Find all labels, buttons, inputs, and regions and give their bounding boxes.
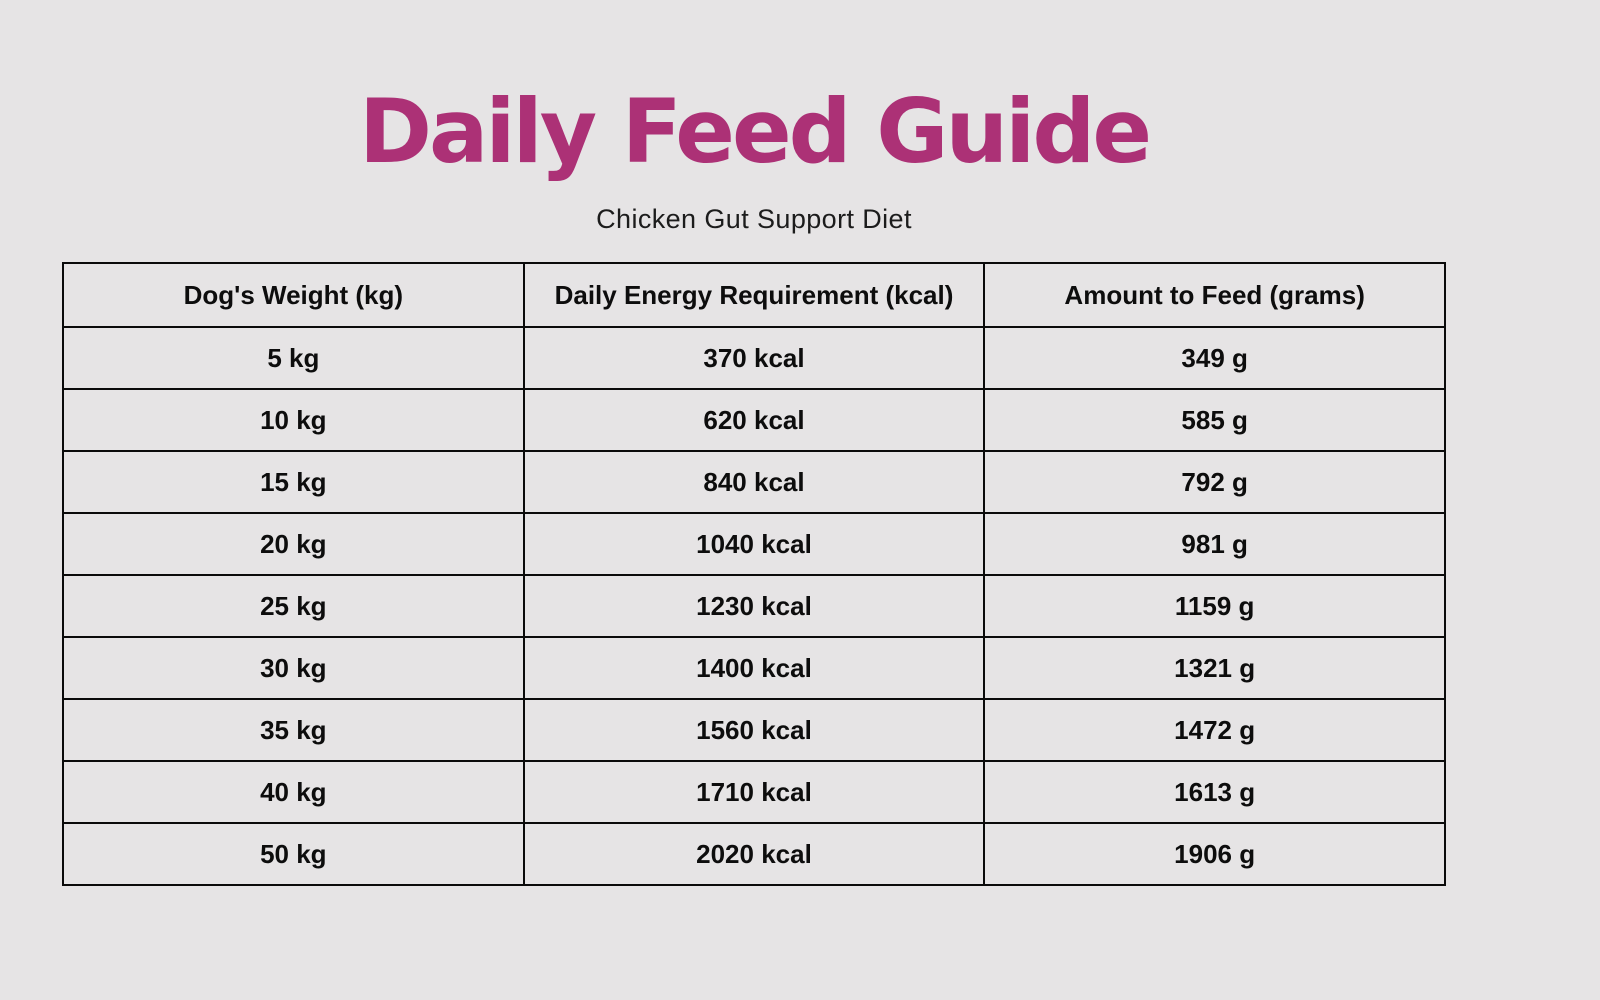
table-cell: 15 kg	[62, 450, 525, 515]
table-cell: 1906 g	[983, 822, 1446, 887]
table-cell: 620 kcal	[522, 388, 986, 453]
table-cell: 1472 g	[983, 698, 1446, 763]
table-row: 20 kg 1040 kcal 981 g	[62, 512, 1446, 577]
table-row: 50 kg 2020 kcal 1906 g	[62, 822, 1446, 887]
table-cell: 1613 g	[983, 760, 1446, 825]
table-row: 15 kg 840 kcal 792 g	[62, 450, 1446, 515]
header-row: Dog's Weight (kg) Daily Energy Requiremen…	[62, 262, 1446, 329]
table-cell: 1560 kcal	[522, 698, 986, 763]
table-row: 35 kg 1560 kcal 1472 g	[62, 698, 1446, 763]
table-cell: 40 kg	[62, 760, 525, 825]
table-row: 5 kg 370 kcal 349 g	[62, 326, 1446, 391]
table-cell: 585 g	[983, 388, 1446, 453]
table-row: 10 kg 620 kcal 585 g	[62, 388, 1446, 453]
table-cell: 1321 g	[983, 636, 1446, 701]
column-header: Daily Energy Requirement (kcal)	[522, 262, 986, 329]
table-cell: 20 kg	[62, 512, 525, 577]
table-row: 25 kg 1230 kcal 1159 g	[62, 574, 1446, 639]
feed-table-head: Dog's Weight (kg) Daily Energy Requiremen…	[62, 262, 1446, 329]
table-cell: 349 g	[983, 326, 1446, 391]
table-cell: 370 kcal	[522, 326, 986, 391]
table-cell: 25 kg	[62, 574, 525, 639]
table-cell: 1159 g	[983, 574, 1446, 639]
column-header: Dog's Weight (kg)	[62, 262, 525, 329]
table-cell: 2020 kcal	[522, 822, 986, 887]
feed-table-body: 5 kg 370 kcal 349 g 10 kg 620 kcal 585 g 15 kg…	[62, 326, 1446, 887]
table-cell: 981 g	[983, 512, 1446, 577]
table-cell: 792 g	[983, 450, 1446, 515]
column-header: Amount to Feed (grams)	[983, 262, 1446, 329]
page-title: Daily Feed Guide	[358, 80, 1152, 183]
table-cell: 30 kg	[62, 636, 525, 701]
table-cell: 1230 kcal	[522, 574, 986, 639]
table-cell: 50 kg	[62, 822, 525, 887]
daily-feed-table: Dog's Weight (kg) Daily Energy Requiremen…	[62, 262, 1446, 887]
table-cell: 5 kg	[62, 326, 525, 391]
table-cell: 1040 kcal	[522, 512, 986, 577]
table-cell: 1710 kcal	[522, 760, 986, 825]
page-subtitle: Chicken Gut Support Diet	[596, 204, 912, 235]
table-cell: 840 kcal	[522, 450, 986, 515]
table-cell: 35 kg	[62, 698, 525, 763]
table-cell: 10 kg	[62, 388, 525, 453]
table-cell: 1400 kcal	[522, 636, 986, 701]
table-row: 30 kg 1400 kcal 1321 g	[62, 636, 1446, 701]
table-row: 40 kg 1710 kcal 1613 g	[62, 760, 1446, 825]
page-content: Daily Feed Guide Chicken Gut Support Die…	[62, 0, 1446, 887]
